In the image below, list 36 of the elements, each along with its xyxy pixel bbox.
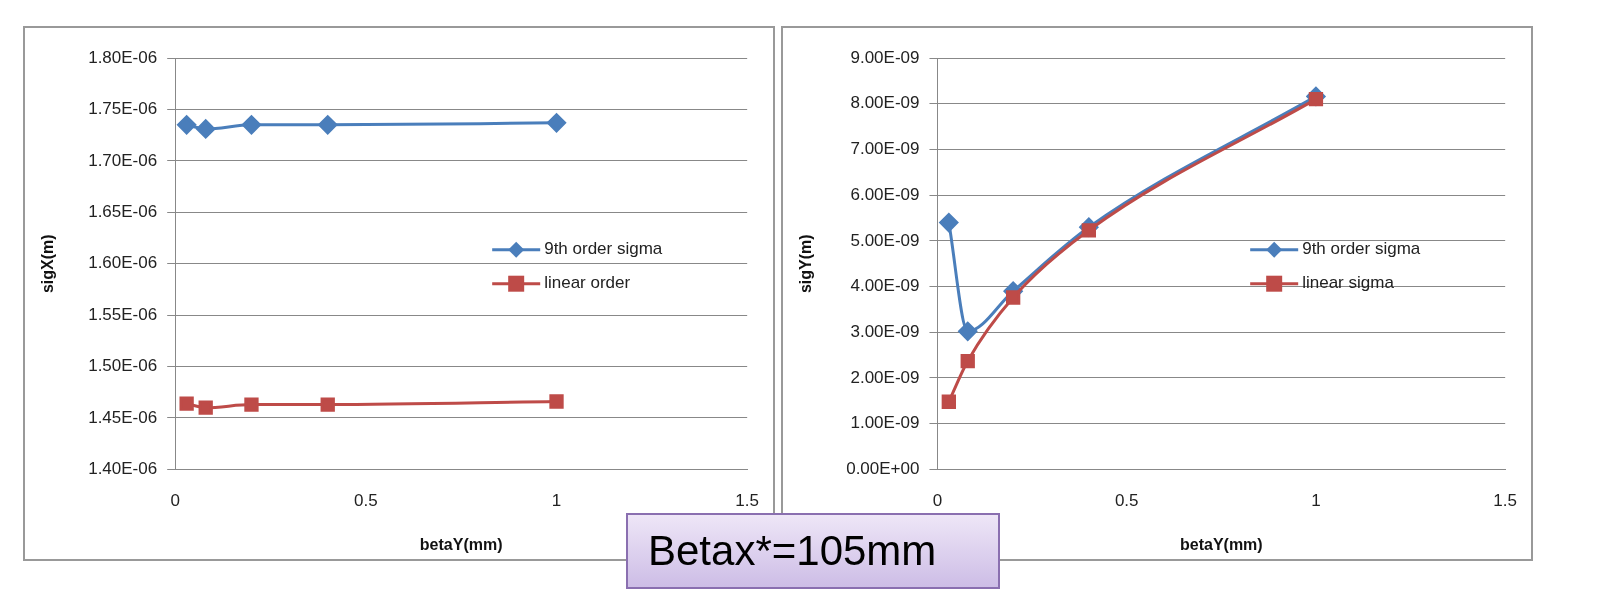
x-tick-label: 1 <box>1311 491 1321 511</box>
legend-label: 9th order sigma <box>1302 239 1421 259</box>
y-tick-label: 1.00E-09 <box>850 413 920 433</box>
text: Betax*=105mm <box>626 513 1000 589</box>
y-axis-title: sigY(m) <box>797 234 815 294</box>
x-axis-title: betaY(mm) <box>1179 535 1263 553</box>
y-tick-label: 2.00E-09 <box>850 367 920 387</box>
legend-label: linear sigma <box>1302 273 1395 293</box>
y-tick-label: 0.00E+00 <box>846 459 920 479</box>
x-tick-label: 0 <box>170 491 180 511</box>
x-tick-label: 0 <box>932 491 943 511</box>
y-tick-label: 1.70E-06 <box>88 150 158 170</box>
y-tick-label: 6.00E-09 <box>850 184 920 204</box>
x-tick-label: 1.5 <box>735 491 759 511</box>
legend-label: 9th order sigma <box>544 239 663 259</box>
y-tick-label: 1.40E-06 <box>88 459 158 479</box>
y-tick-label: 1.45E-06 <box>88 407 158 427</box>
y-tick-label: 1.75E-06 <box>88 99 158 119</box>
x-axis-title: betaY(mm) <box>419 535 503 553</box>
y-axis-title: sigX(m) <box>39 234 57 294</box>
y-tick-label: 8.00E-09 <box>850 93 920 113</box>
y-tick-label: 1.60E-06 <box>88 253 158 273</box>
y-tick-label: 1.80E-06 <box>88 47 158 67</box>
y-tick-label: 3.00E-09 <box>850 321 920 341</box>
y-tick-label: 7.00E-09 <box>850 139 920 159</box>
y-tick-label: 1.65E-06 <box>88 201 158 221</box>
y-tick-label: 1.50E-06 <box>88 356 158 376</box>
y-tick-label: 1.55E-06 <box>88 304 158 324</box>
x-tick-label: 1.5 <box>1493 491 1517 511</box>
y-tick-label: 4.00E-09 <box>850 276 920 296</box>
x-tick-label: 0.5 <box>354 491 378 511</box>
legend-label: linear order <box>544 273 631 293</box>
x-tick-label: 1 <box>551 491 562 511</box>
y-tick-label: 9.00E-09 <box>850 47 920 67</box>
x-tick-label: 0.5 <box>1114 491 1139 511</box>
y-tick-label: 5.00E-09 <box>850 230 920 250</box>
